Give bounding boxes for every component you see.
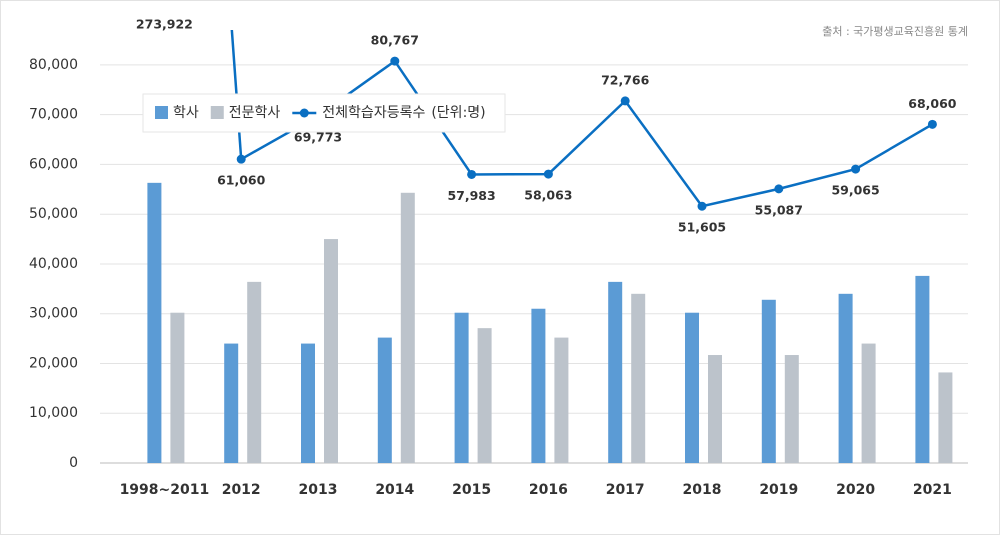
legend-label: 전문학사 [229,105,281,121]
bar [147,182,162,464]
y-tick-label: 70,000 [29,107,78,123]
bar [170,312,185,463]
x-tick-label: 2021 [913,482,952,498]
bar [301,343,315,463]
x-tick-label: 2020 [836,482,875,498]
value-label: 55,087 [755,202,803,217]
bar [685,312,699,463]
x-tick-label: 2018 [683,482,722,498]
line-point [390,56,400,66]
legend-box [142,93,506,133]
legend-swatch [155,106,168,119]
y-tick-label: 20,000 [29,355,78,371]
bar [915,275,930,463]
bar [247,281,262,463]
line-point [620,96,630,106]
legend-marker [299,108,309,118]
bar [608,281,623,463]
legend: 학사 전문학사 전체학습자등록수 (단위:명) [142,93,506,133]
y-tick-label: 30,000 [29,306,78,322]
line-point [697,201,707,211]
bar [477,328,492,463]
source: 출처 : 국가평생교육진흥원 통계 [822,24,968,38]
x-tick-label: 2017 [606,482,645,498]
bar [708,355,722,463]
line-point [927,119,937,129]
bar [377,337,392,463]
bar [400,192,415,464]
bar [631,293,646,463]
value-label: 68,060 [908,96,957,111]
value-label: 273,922 [136,17,193,32]
y-tick-label: 50,000 [29,206,78,222]
value-label: 58,063 [524,188,572,203]
x-tick-label: 2015 [452,482,491,498]
y-tick-label: 60,000 [29,156,78,172]
legend-label: 학사 [173,105,199,121]
value-label: 80,767 [371,33,419,48]
line-point [236,154,246,164]
y-tick-label: 40,000 [29,256,78,272]
legend-swatch [210,106,224,119]
bar [554,337,569,463]
bar [784,355,799,463]
bar [938,372,953,463]
x-tick-label: 1998~2011 [120,482,210,498]
x-tick-label: 2019 [759,482,798,498]
value-label: 61,060 [217,173,266,188]
line-point [543,169,553,179]
x-tick-label: 2014 [375,482,414,498]
line-point [467,169,477,179]
value-label: 72,766 [601,72,650,87]
value-label: 57,983 [447,188,495,203]
legend-label: 전체학습자등록수 [322,105,425,121]
bar [761,299,776,463]
line-point [851,164,861,174]
unit: (단위:명) [431,105,485,121]
y-tick-label: 10,000 [29,405,78,421]
bar [224,343,239,463]
x-tick-label: 2013 [299,482,338,498]
bar [324,239,338,463]
bar [861,343,876,463]
y-tick-label: 0 [69,455,78,471]
bar [531,308,546,463]
value-label: 59,065 [831,183,879,198]
x-tick-label: 2016 [529,482,568,498]
line-point [774,184,784,194]
bar [838,293,853,463]
x-tick-label: 2012 [222,482,261,498]
value-label: 69,773 [294,129,342,144]
value-label: 51,605 [678,220,726,235]
bar [454,312,469,463]
y-tick-label: 80,000 [29,57,78,73]
